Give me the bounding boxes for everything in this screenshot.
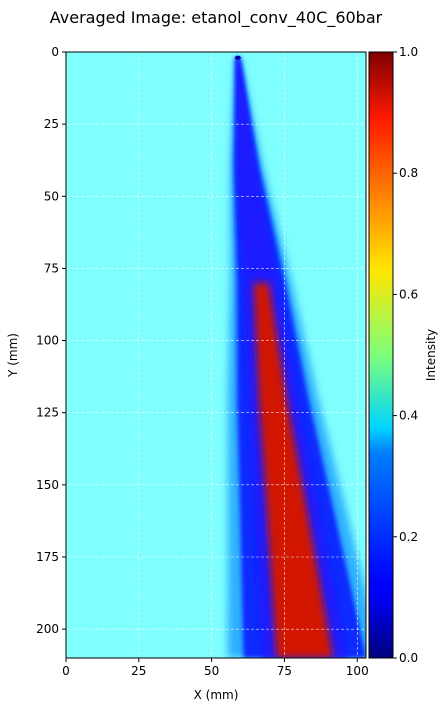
colorbar-tick-label: 0.2 [399,530,418,544]
y-tick-label: 25 [44,117,59,131]
x-tick-label: 75 [277,664,292,678]
colorbar-ticks: 0.0 0.2 0.4 0.6 0.8 1.0 [393,45,418,665]
y-tick-label: 0 [51,45,59,59]
y-axis: 0 25 50 75 100 125 150 175 200 [36,45,66,636]
x-axis: 0 25 50 75 100 [62,658,369,678]
y-tick-label: 125 [36,406,59,420]
y-tick-label: 150 [36,478,59,492]
chart-title: Averaged Image: etanol_conv_40C_60bar [50,8,383,28]
y-tick-label: 50 [44,189,59,203]
nozzle-mark [234,55,241,60]
x-tick-label: 0 [62,664,70,678]
colorbar-tick-label: 1.0 [399,45,418,59]
spray-plume [227,55,366,658]
y-axis-label: Y (mm) [6,333,20,378]
y-tick-label: 75 [44,261,59,275]
colorbar-tick-label: 0.6 [399,287,418,301]
colorbar-tick-label: 0.8 [399,166,418,180]
x-tick-label: 50 [204,664,219,678]
colorbar-tick-label: 0.4 [399,409,418,423]
spray-core [253,282,334,658]
spray-body [236,57,348,658]
plot-frame [65,51,367,659]
colorbar [368,51,394,659]
y-tick-label: 175 [36,550,59,564]
plot-area [66,52,366,658]
colorbar-label: Intensity [424,329,438,381]
x-axis-label: X (mm) [194,688,239,702]
y-tick-label: 200 [36,622,59,636]
y-tick-label: 100 [36,334,59,348]
x-tick-label: 25 [131,664,146,678]
x-tick-label: 100 [346,664,369,678]
colorbar-tick-label: 0.0 [399,651,418,665]
grid [66,52,366,658]
